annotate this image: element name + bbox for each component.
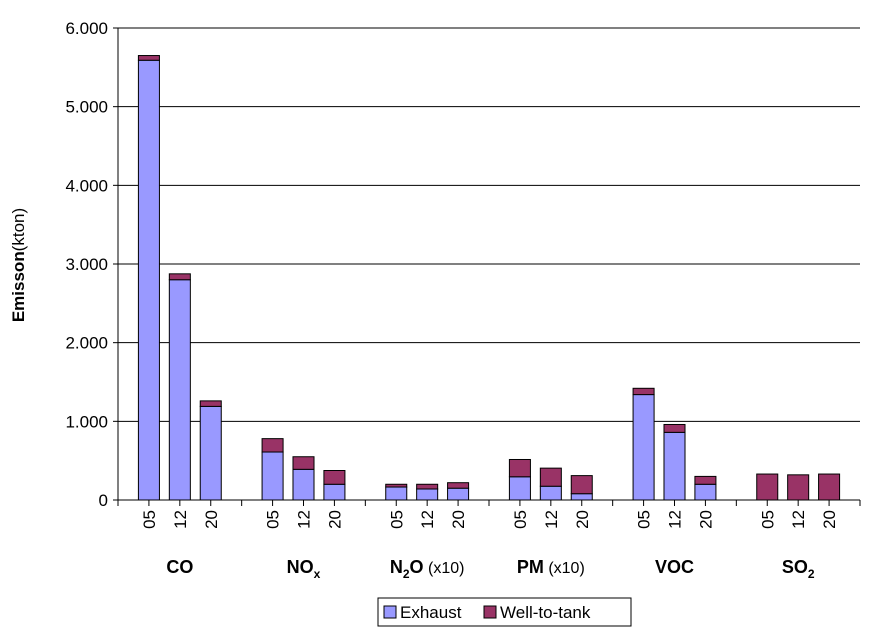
x-tick-label: 20 — [696, 510, 715, 529]
x-tick-label: 12 — [418, 510, 437, 529]
bar-well-to-tank — [539, 467, 562, 487]
y-axis-label: Emisson(kton) — [9, 208, 28, 322]
bar-exhaust — [416, 488, 439, 501]
x-tick-label: 12 — [666, 510, 685, 529]
category-label: VOC — [655, 557, 694, 577]
bar-well-to-tank — [323, 470, 346, 485]
x-tick-label: 20 — [820, 510, 839, 529]
bar-well-to-tank — [508, 458, 531, 478]
legend-swatch-exhaust — [383, 605, 397, 619]
bar-exhaust — [385, 486, 408, 501]
y-tick-label: 0 — [99, 491, 108, 510]
x-tick-labels: 05 12 20 05 12 20 05 12 20 05 12 20 05 12 20 05 12 20 — [140, 510, 839, 529]
bar-well-to-tank — [168, 273, 191, 281]
legend-label-exhaust: Exhaust — [400, 603, 462, 622]
x-tick-label: 12 — [171, 510, 190, 529]
category-label: NOx — [287, 557, 321, 581]
bar-well-to-tank — [199, 400, 222, 407]
x-tick-label: 12 — [789, 510, 808, 529]
bar-exhaust — [447, 487, 470, 501]
y-tick-label: 5.000 — [65, 98, 108, 117]
bar-exhaust — [632, 394, 655, 501]
bar-well-to-tank — [447, 482, 470, 489]
bar-well-to-tank — [416, 483, 439, 490]
y-tick-label: 1.000 — [65, 412, 108, 431]
bar-exhaust — [199, 405, 222, 501]
gridlines — [118, 27, 860, 422]
category-label: N2O (x10) — [390, 557, 465, 581]
bar-well-to-tank — [261, 438, 284, 453]
bar-exhaust — [137, 59, 160, 501]
legend-box — [377, 597, 632, 627]
bar-well-to-tank — [663, 423, 686, 433]
bar-well-to-tank — [570, 475, 593, 495]
bars — [137, 55, 841, 501]
x-tick-label: 05 — [758, 510, 777, 529]
bar-well-to-tank — [756, 473, 779, 501]
bar-exhaust — [663, 431, 686, 501]
y-tick-label: 3.000 — [65, 255, 108, 274]
x-tick-label: 05 — [140, 510, 159, 529]
bar-exhaust — [508, 476, 531, 501]
x-tick-label: 05 — [264, 510, 283, 529]
x-tick-label: 05 — [387, 510, 406, 529]
bar-well-to-tank — [694, 475, 717, 485]
bar-exhaust — [694, 483, 717, 501]
bar-exhaust — [292, 468, 315, 501]
bar-well-to-tank — [137, 55, 160, 61]
bar-well-to-tank — [818, 473, 841, 501]
x-tick-label: 20 — [202, 510, 221, 529]
bar-exhaust — [323, 483, 346, 501]
bar-exhaust — [539, 485, 562, 501]
x-tick-label: 05 — [635, 510, 654, 529]
category-labels: CO NOx N2O (x10) PM (x10) VOC SO2 — [166, 557, 814, 581]
y-tick-label: 4.000 — [65, 176, 108, 195]
axes — [113, 27, 861, 506]
category-label: PM (x10) — [517, 557, 585, 577]
y-tick-labels: 0 1.000 2.000 3.000 4.000 5.000 6.000 — [65, 19, 108, 510]
x-tick-label: 12 — [295, 510, 314, 529]
legend-label-well-to-tank: Well-to-tank — [500, 603, 591, 622]
bar-well-to-tank — [385, 483, 408, 488]
x-tick-label: 20 — [325, 510, 344, 529]
y-tick-label: 2.000 — [65, 334, 108, 353]
y-tick-label: 6.000 — [65, 19, 108, 38]
x-tick-label: 05 — [511, 510, 530, 529]
bar-exhaust — [570, 493, 593, 501]
bar-well-to-tank — [787, 474, 810, 501]
x-tick-label: 20 — [449, 510, 468, 529]
bar-exhaust — [261, 451, 284, 501]
x-tick-label: 12 — [542, 510, 561, 529]
legend-swatch-well-to-tank — [483, 605, 497, 619]
category-label: SO2 — [782, 557, 815, 581]
category-label: CO — [166, 557, 193, 577]
bar-well-to-tank — [632, 387, 655, 396]
legend: Exhaust Well-to-tank — [377, 597, 632, 627]
bar-well-to-tank — [292, 456, 315, 470]
x-tick-label: 20 — [573, 510, 592, 529]
bar-exhaust — [168, 279, 191, 501]
